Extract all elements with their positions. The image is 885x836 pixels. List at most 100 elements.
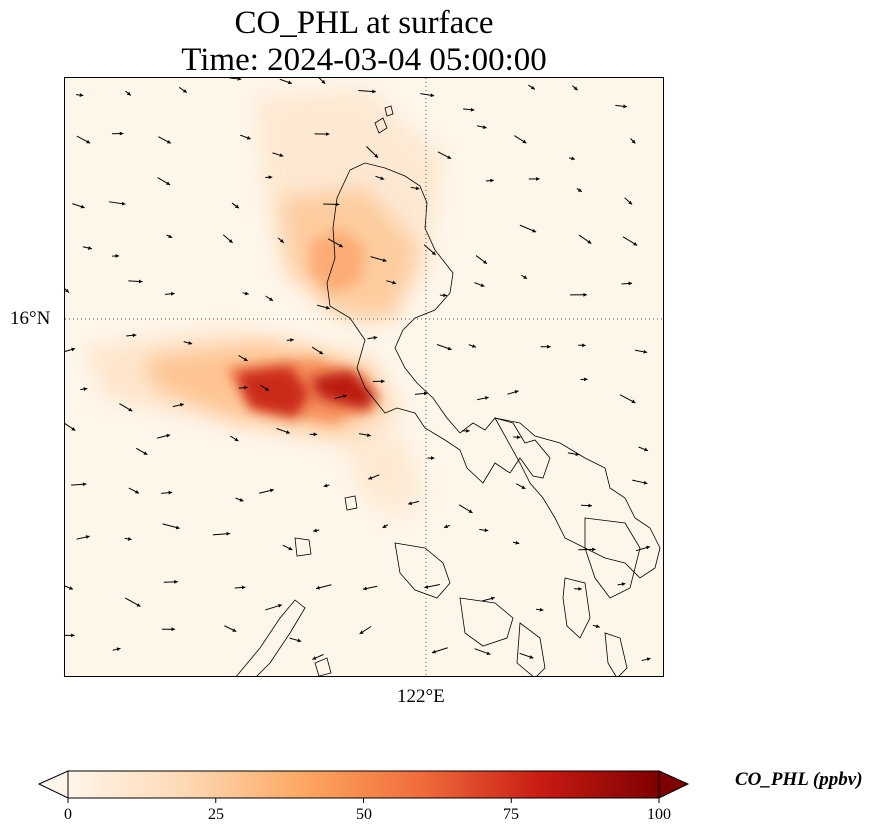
wind-arrow-head (423, 391, 428, 396)
wind-arrow-head (241, 585, 246, 590)
wind-arrow-head (530, 85, 535, 90)
wind-arrow-head (119, 131, 124, 136)
wind-arrow-head (171, 627, 176, 632)
wind-arrow-head (313, 528, 317, 533)
wind-arrow-head (246, 135, 251, 140)
wind-arrow-head (571, 156, 576, 161)
wind-arrow-head (226, 531, 231, 536)
wind-arrow-head (85, 535, 90, 539)
wind-arrow-head (239, 498, 244, 502)
plume-central-core (235, 366, 310, 418)
wind-arrow-head (86, 139, 91, 144)
wind-arrow-head (643, 349, 648, 354)
wind-arrow-head (244, 385, 248, 390)
wind-arrow-head (121, 201, 126, 206)
wind-arrow-head (628, 281, 633, 286)
wind-arrow-head (577, 188, 582, 192)
wind-arrow-head (367, 433, 371, 438)
wind-arrow-head (443, 293, 447, 298)
wind-arrow-head (516, 435, 521, 440)
wind-arrow-head (166, 433, 171, 438)
wind-arrow-head (88, 246, 92, 250)
wind-arrow-head (138, 279, 143, 284)
wind-vector-field (65, 78, 651, 662)
wind-arrow-head (430, 456, 435, 460)
wind-arrow-head (71, 347, 76, 352)
wind-arrow-head (623, 104, 627, 109)
wind-arrow-head (382, 524, 387, 528)
map-title-line1: CO_PHL at surface (234, 5, 494, 41)
coastline (236, 105, 661, 676)
wind-arrow-head (321, 79, 326, 84)
wind-arrow-head (71, 427, 76, 431)
co-concentration-field (85, 88, 445, 518)
wind-arrow-head (132, 333, 137, 338)
wind-arrow-head (116, 647, 121, 652)
wind-arrow-head (547, 344, 551, 349)
wind-arrow-head (444, 524, 448, 529)
coastline-islet-3 (294, 537, 312, 557)
wind-arrow-head (316, 585, 320, 590)
plume-north-core (310, 228, 365, 293)
map-title-line2: Time: 2024-03-04 05:00:00 (181, 42, 547, 78)
wind-arrow-head (431, 251, 436, 256)
wind-arrow-head (136, 603, 141, 607)
colorbar-tick-label-25: 25 (208, 806, 224, 823)
map-panel (64, 77, 664, 677)
wind-arrow-head (583, 292, 587, 297)
wind-arrow-head (288, 546, 293, 551)
map-canvas (65, 78, 663, 676)
wind-arrow-head (83, 387, 88, 391)
wind-arrow-head (515, 540, 520, 545)
wind-arrow-head (575, 452, 580, 457)
wind-arrow-head (595, 624, 600, 629)
wind-arrow-head (277, 604, 282, 608)
wind-arrow-head (382, 258, 387, 263)
wind-arrow-head (335, 202, 340, 207)
wind-arrow-head (633, 241, 638, 246)
wind-arrow-head (646, 545, 650, 550)
wind-arrow-head (374, 153, 379, 158)
wind-arrow-head (127, 537, 132, 541)
wind-arrow-head (182, 89, 187, 93)
coastline-north-luzon (326, 162, 551, 484)
coastline-islet-1 (374, 117, 388, 134)
wind-arrow-head (325, 132, 330, 137)
wind-arrow-head (168, 490, 173, 495)
wind-arrow-head (470, 107, 475, 112)
coastline-islet-4 (344, 495, 358, 511)
wind-arrow-head (646, 657, 651, 662)
wind-arrow-head (587, 239, 592, 244)
wind-arrow-head (490, 178, 494, 183)
wind-arrow-head (143, 451, 148, 455)
wind-arrow-head (269, 488, 274, 493)
wind-arrow-head (631, 139, 636, 144)
wind-arrow-head (468, 509, 473, 513)
wind-arrow-head (392, 280, 397, 285)
colorbar-label: CO_PHL (ppbv) (735, 769, 863, 790)
wind-arrow-head (381, 379, 385, 384)
colorbar-extend-low (37, 770, 69, 799)
wind-arrow-head (264, 387, 269, 391)
wind-arrow-head (312, 656, 317, 660)
wind-arrow-head (279, 239, 284, 243)
wind-arrow-head (342, 394, 347, 399)
coastline-mindoro (394, 542, 451, 599)
wind-arrow-head (171, 291, 175, 296)
lon-tick-label: 122°E (397, 686, 445, 707)
coastline-samar (584, 517, 641, 599)
wind-arrow-head (128, 407, 133, 412)
wind-arrow-head (313, 432, 318, 437)
wind-arrow-head (431, 649, 436, 654)
wind-arrow-head (466, 428, 470, 433)
wind-arrow-head (168, 234, 173, 238)
wind-arrow-head (82, 482, 87, 487)
coastline-islet-5 (314, 657, 332, 676)
wind-arrow-head (175, 525, 180, 530)
wind-arrow-head (234, 437, 239, 442)
colorbar-tick-label-75: 75 (503, 806, 519, 823)
wind-arrow-head (482, 125, 487, 130)
coastline-islet-2 (384, 105, 394, 117)
wind-arrow-head (584, 377, 588, 382)
wind-arrow-head (631, 399, 636, 403)
